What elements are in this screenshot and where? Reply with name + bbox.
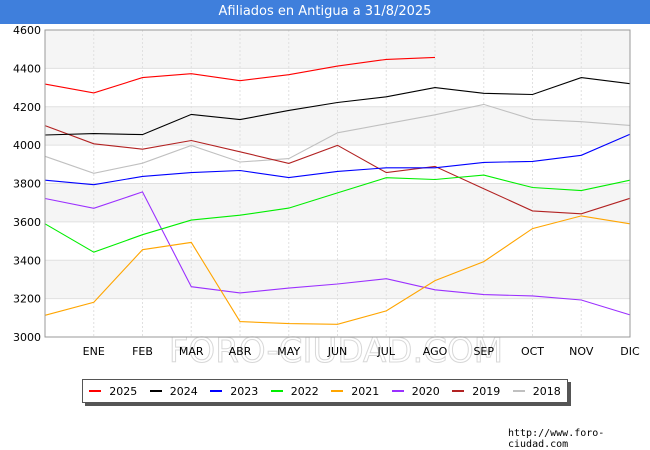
legend-swatch <box>512 390 525 392</box>
legend-label: 2019 <box>472 384 501 398</box>
x-tick-label: MAY <box>277 345 300 358</box>
grid-band <box>45 30 630 69</box>
x-tick-label: DIC <box>620 345 640 358</box>
legend-item-2022: 2022 <box>270 384 319 398</box>
legend-item-2025: 2025 <box>89 385 137 398</box>
x-tick-label: ABR <box>229 345 252 358</box>
x-tick-label: ENE <box>83 345 105 358</box>
series-line-2023 <box>44 133 631 186</box>
legend-swatch <box>391 390 404 392</box>
series-line-2020 <box>44 191 631 316</box>
chart-title: Afiliados en Antigua a 31/8/2025 <box>0 0 650 24</box>
legend-label: 2024 <box>169 384 198 398</box>
legend-swatch <box>210 390 223 392</box>
chart-legend: 2025 2024 2023 2022 2021 2020 2019 2018 <box>82 379 568 403</box>
legend-swatch <box>89 390 102 392</box>
legend-label: 2018 <box>532 384 561 398</box>
y-tick-label: 4400 <box>13 62 41 75</box>
series-line-2022 <box>44 174 631 253</box>
series-line-2024 <box>44 77 631 136</box>
y-tick-label: 3200 <box>13 293 41 306</box>
series-line-2019 <box>44 125 631 215</box>
series-line-2018 <box>44 103 631 174</box>
x-tick-label: AGO <box>423 345 448 358</box>
y-tick-label: 3600 <box>13 216 41 229</box>
series-line-2021 <box>44 215 631 325</box>
legend-swatch <box>149 390 162 392</box>
legend-swatch <box>331 390 344 392</box>
legend-item-2018: 2018 <box>512 384 561 398</box>
legend-item-2024: 2024 <box>149 384 198 398</box>
legend-item-2021: 2021 <box>331 385 379 398</box>
x-tick-label: SEP <box>473 345 494 358</box>
legend-item-2020: 2020 <box>391 384 440 398</box>
x-tick-label: NOV <box>569 345 594 358</box>
y-tick-label: 4000 <box>13 139 41 152</box>
y-tick-label: 4200 <box>13 101 41 114</box>
legend-label: 2021 <box>351 384 380 398</box>
legend-swatch <box>452 390 465 392</box>
legend-label: 2025 <box>109 384 138 398</box>
legend-swatch <box>270 390 283 392</box>
x-tick-label: OCT <box>521 345 544 358</box>
y-tick-label: 3000 <box>13 331 41 344</box>
source-url[interactable]: http://www.foro-ciudad.com <box>508 428 605 450</box>
x-tick-label: FEB <box>132 345 153 358</box>
legend-item-2019: 2019 <box>452 385 500 398</box>
x-tick-label: JUL <box>377 345 396 358</box>
y-tick-label: 3400 <box>13 254 41 267</box>
y-tick-label: 3800 <box>13 178 41 191</box>
y-tick-label: 4600 <box>13 24 41 37</box>
x-tick-label: MAR <box>179 345 204 358</box>
legend-label: 2023 <box>230 384 259 398</box>
legend-label: 2022 <box>290 384 319 398</box>
legend-label: 2020 <box>411 384 440 398</box>
legend-item-2023: 2023 <box>210 385 258 398</box>
x-tick-label: JUN <box>327 345 348 358</box>
series-line-2025 <box>44 56 436 94</box>
